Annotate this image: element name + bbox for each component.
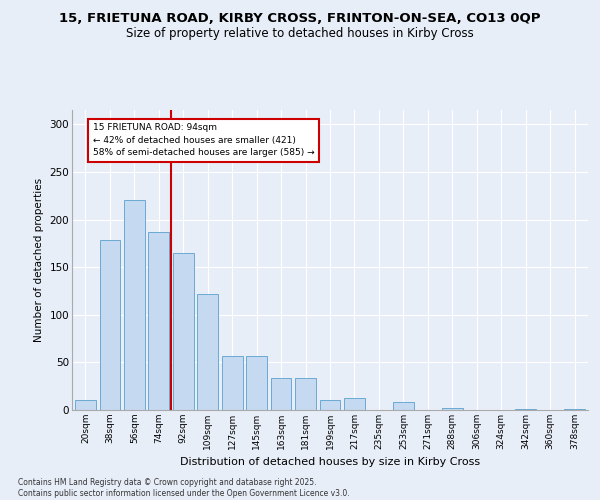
Text: Contains HM Land Registry data © Crown copyright and database right 2025.
Contai: Contains HM Land Registry data © Crown c…	[18, 478, 350, 498]
Bar	[295, 378, 316, 410]
Text: 15 FRIETUNA ROAD: 94sqm
← 42% of detached houses are smaller (421)
58% of semi-d: 15 FRIETUNA ROAD: 94sqm ← 42% of detache…	[93, 124, 314, 158]
Bar	[564, 409, 585, 410]
Bar	[222, 356, 242, 410]
Bar	[320, 400, 340, 410]
Bar	[148, 232, 169, 410]
Bar	[246, 356, 267, 410]
Bar	[173, 253, 194, 410]
Bar	[124, 200, 145, 410]
Y-axis label: Number of detached properties: Number of detached properties	[34, 178, 44, 342]
Bar	[75, 400, 96, 410]
Bar	[100, 240, 120, 410]
Bar	[271, 378, 292, 410]
Bar	[393, 402, 414, 410]
X-axis label: Distribution of detached houses by size in Kirby Cross: Distribution of detached houses by size …	[180, 458, 480, 468]
Bar	[344, 398, 365, 410]
Bar	[197, 294, 218, 410]
Text: Size of property relative to detached houses in Kirby Cross: Size of property relative to detached ho…	[126, 28, 474, 40]
Bar	[442, 408, 463, 410]
Bar	[515, 409, 536, 410]
Text: 15, FRIETUNA ROAD, KIRBY CROSS, FRINTON-ON-SEA, CO13 0QP: 15, FRIETUNA ROAD, KIRBY CROSS, FRINTON-…	[59, 12, 541, 26]
